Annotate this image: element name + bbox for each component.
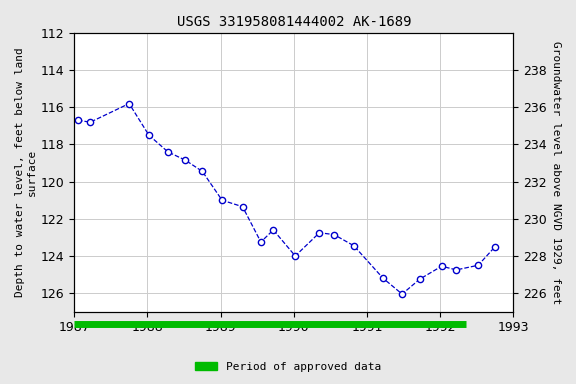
Legend: Period of approved data: Period of approved data	[191, 358, 385, 377]
Title: USGS 331958081444002 AK-1689: USGS 331958081444002 AK-1689	[177, 15, 411, 29]
Y-axis label: Groundwater level above NGVD 1929, feet: Groundwater level above NGVD 1929, feet	[551, 41, 561, 304]
Y-axis label: Depth to water level, feet below land
surface: Depth to water level, feet below land su…	[15, 48, 37, 297]
